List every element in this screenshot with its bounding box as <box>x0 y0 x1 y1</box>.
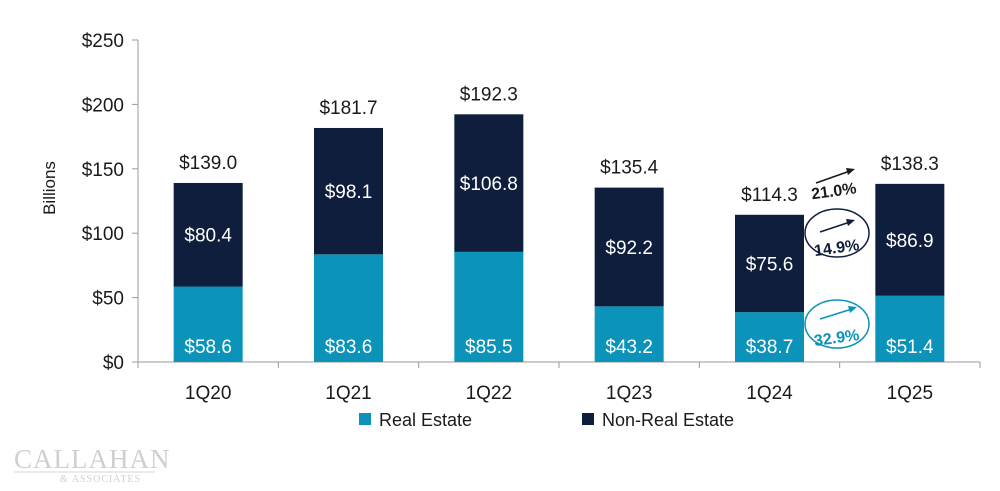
non-real-estate-growth-ellipse <box>804 208 870 258</box>
data-label-non-real-estate: $86.9 <box>886 231 934 252</box>
x-tick-label: 1Q22 <box>466 383 512 404</box>
real-estate-growth-ellipse <box>804 299 870 349</box>
legend: Real Estate Non-Real Estate <box>359 410 734 430</box>
x-tick-label: 1Q24 <box>746 383 793 404</box>
legend-label-non-real-estate: Non-Real Estate <box>602 410 734 430</box>
bar-real-estate-1q22 <box>454 251 524 362</box>
bar-non-real-estate-1q25 <box>875 183 945 296</box>
data-label-real-estate: $51.4 <box>886 337 934 358</box>
bar-real-estate-1q21 <box>314 254 383 362</box>
legend-swatch-non-real-estate <box>582 413 594 425</box>
data-label-real-estate: $43.2 <box>605 337 653 358</box>
y-axis-ticks: $0 $50 $100 $150 $200 $250 <box>82 31 138 374</box>
bar-non-real-estate-1q24 <box>735 214 804 313</box>
callahan-logo: CALLAHAN & ASSOCIATES <box>14 444 171 485</box>
total-label: $135.4 <box>600 158 659 179</box>
total-growth-arrow <box>815 170 851 184</box>
total-label: $181.7 <box>319 98 377 119</box>
total-label: $138.3 <box>881 154 939 175</box>
x-tick-label: 1Q21 <box>325 383 371 404</box>
total-label: $192.3 <box>460 84 518 105</box>
y-tick-label: $200 <box>82 95 124 116</box>
axes <box>137 40 980 363</box>
y-tick-label: $50 <box>92 289 124 310</box>
non-real-estate-growth-arrow <box>819 221 851 233</box>
legend-swatch-real-estate <box>359 413 371 425</box>
growth-annotations: 21.0% 14.9% 32.9% <box>804 168 870 350</box>
x-tick-label: 1Q23 <box>606 383 652 404</box>
non-real-estate-growth-label: 14.9% <box>813 237 860 260</box>
bar-real-estate-1q25 <box>875 295 945 362</box>
real-estate-growth-label: 32.9% <box>813 327 860 350</box>
bars: $58.6 $80.4 $139.0 $83.6 $98.1 $181.7 $85.5 $10… <box>173 84 945 362</box>
bar-non-real-estate-1q21 <box>314 127 383 255</box>
data-label-real-estate: $58.6 <box>184 337 232 358</box>
logo-sub: & ASSOCIATES <box>60 474 141 485</box>
bar-real-estate-1q24 <box>735 312 804 362</box>
y-tick-label: $150 <box>82 160 124 181</box>
y-tick-label: $0 <box>103 353 124 374</box>
bar-real-estate-1q23 <box>594 306 664 362</box>
data-label-non-real-estate: $75.6 <box>746 254 794 275</box>
x-tick-label: 1Q20 <box>185 383 231 404</box>
y-axis-label: Billions <box>40 161 59 215</box>
data-label-non-real-estate: $98.1 <box>325 182 373 203</box>
y-tick-label: $250 <box>82 31 124 52</box>
data-label-non-real-estate: $92.2 <box>605 238 653 259</box>
x-axis-ticks: 1Q20 1Q21 1Q22 1Q23 1Q24 1Q25 <box>137 362 981 404</box>
bar-non-real-estate-1q22 <box>454 114 524 252</box>
x-tick-label: 1Q25 <box>887 383 933 404</box>
data-label-non-real-estate: $106.8 <box>460 174 518 195</box>
bar-non-real-estate-1q23 <box>594 187 664 307</box>
total-growth-label: 21.0% <box>810 180 857 203</box>
total-label: $114.3 <box>741 185 798 206</box>
bar-non-real-estate-1q20 <box>173 182 243 287</box>
total-label: $139.0 <box>179 153 237 174</box>
legend-label-real-estate: Real Estate <box>379 410 472 430</box>
y-tick-label: $100 <box>82 224 124 245</box>
data-label-real-estate: $83.6 <box>325 337 373 358</box>
data-label-real-estate: $38.7 <box>746 337 794 358</box>
bar-real-estate-1q20 <box>173 286 243 362</box>
real-estate-growth-arrow <box>819 308 853 320</box>
logo-name: CALLAHAN <box>14 444 171 474</box>
total-growth-arrowhead <box>846 168 855 175</box>
non-real-estate-growth-arrowhead <box>846 219 855 226</box>
real-estate-growth-arrowhead <box>848 306 857 313</box>
data-label-real-estate: $85.5 <box>465 337 513 358</box>
data-label-non-real-estate: $80.4 <box>184 226 232 247</box>
